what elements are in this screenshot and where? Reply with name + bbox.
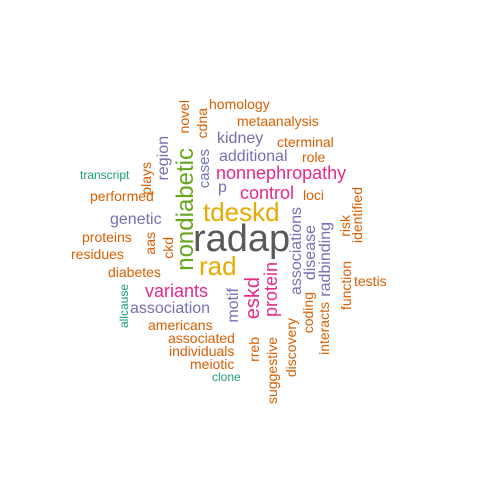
word-eskd: eskd <box>242 277 264 320</box>
word-coding: coding <box>300 292 316 334</box>
word-performed: performed <box>90 188 154 204</box>
word-discovery: discovery <box>283 318 299 378</box>
word-ckd: ckd <box>160 237 176 259</box>
word-p: p <box>218 179 227 196</box>
word-association: association <box>130 300 211 317</box>
word-variants: variants <box>145 281 209 301</box>
word-region: region <box>155 136 172 181</box>
word-identified: identified <box>349 187 365 244</box>
word-additional: additional <box>219 148 288 165</box>
word-motif: motif <box>225 288 242 323</box>
word-nondiabetic: nondiabetic <box>172 148 199 271</box>
word-aas: aas <box>142 232 158 255</box>
word-clone: clone <box>212 370 241 384</box>
word-metaanalysis: metaanalysis <box>237 113 319 129</box>
word-loci: loci <box>303 187 325 203</box>
word-disease: disease <box>302 225 319 281</box>
word-rad: rad <box>199 251 237 281</box>
word-homology: homology <box>209 96 270 112</box>
word-radap: radap <box>193 218 291 260</box>
word-transcript: transcript <box>80 168 130 182</box>
word-cases: cases <box>196 149 213 189</box>
word-cdna: cdna <box>194 108 210 139</box>
word-control: control <box>240 183 295 203</box>
word-radbinding: radbinding <box>317 222 334 297</box>
word-individuals: individuals <box>169 343 235 359</box>
word-residues: residues <box>71 246 124 262</box>
word-testis: testis <box>354 273 387 289</box>
word-proteins: proteins <box>82 229 132 245</box>
word-novel: novel <box>176 100 192 134</box>
word-genetic: genetic <box>110 211 162 228</box>
word-nonnephropathy: nonnephropathy <box>216 163 347 183</box>
word-suggestive: suggestive <box>264 337 280 404</box>
word-diabetes: diabetes <box>108 264 161 280</box>
word-function: function <box>338 261 354 311</box>
word-allcause: allcause <box>117 284 131 329</box>
word-role: role <box>302 149 326 165</box>
word-protein: protein <box>261 262 281 318</box>
word-interacts: interacts <box>316 302 332 355</box>
word-americans: americans <box>148 317 213 333</box>
word-cterminal: cterminal <box>277 134 334 150</box>
word-rreb: rreb <box>246 337 262 362</box>
word-tdeskd: tdeskd <box>203 197 280 227</box>
word-kidney: kidney <box>217 130 264 147</box>
word-meiotic: meiotic <box>190 356 235 372</box>
word-associated: associated <box>168 330 235 346</box>
